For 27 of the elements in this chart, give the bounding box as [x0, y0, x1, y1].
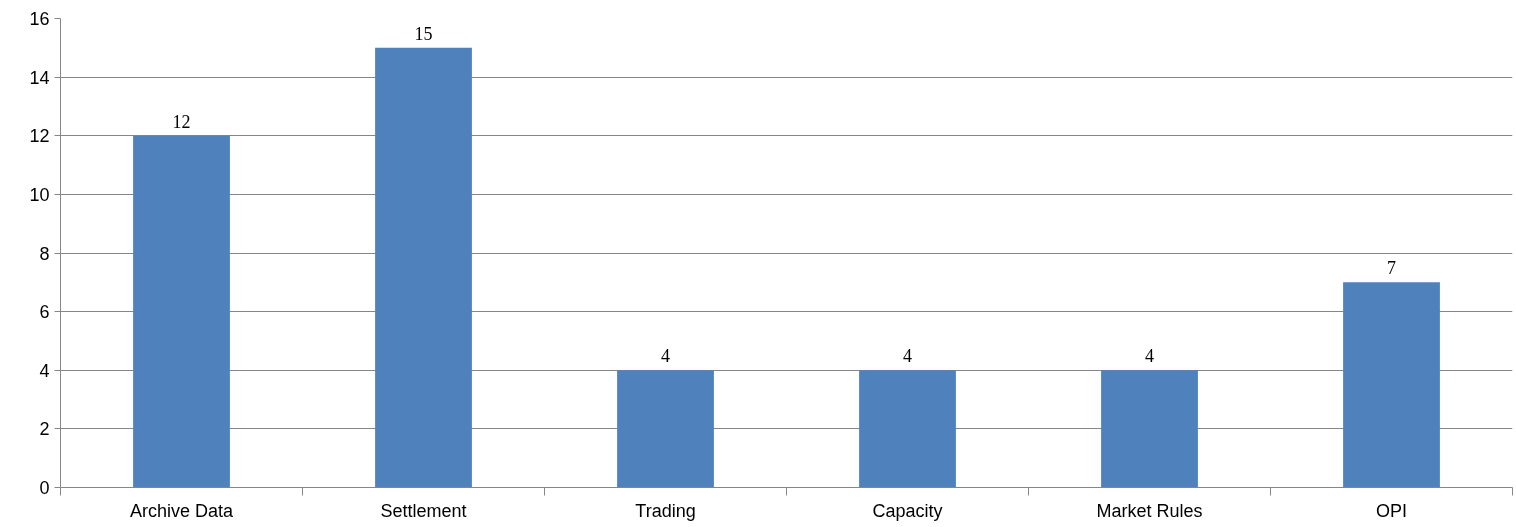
- data-label: 7: [1387, 258, 1396, 279]
- data-label: 4: [1145, 346, 1154, 367]
- y-tick-label: 14: [29, 67, 50, 88]
- y-tick-label: 6: [39, 302, 50, 323]
- y-tick-label: 2: [39, 419, 50, 440]
- bar: [859, 370, 956, 488]
- bar: [133, 135, 230, 488]
- y-tick-label: 0: [39, 478, 50, 498]
- bar: [617, 370, 714, 488]
- x-tick-label: OPI: [1376, 500, 1408, 521]
- data-label: 12: [172, 111, 191, 132]
- x-tick-label: Trading: [635, 500, 696, 521]
- x-tick-label: Market Rules: [1096, 500, 1203, 521]
- x-tick-label: Archive Data: [129, 500, 235, 521]
- y-tick-label: 10: [29, 184, 50, 205]
- data-label: 4: [661, 346, 670, 367]
- y-tick-label: 4: [39, 360, 50, 381]
- bar: [1343, 282, 1440, 488]
- y-tick-label: 16: [29, 9, 50, 29]
- data-label: 15: [414, 23, 433, 44]
- data-label: 4: [903, 346, 912, 367]
- x-tick-label: Capacity: [872, 500, 943, 521]
- y-tick-label: 12: [29, 126, 50, 147]
- bar: [1101, 370, 1198, 488]
- y-tick-label: 8: [39, 243, 50, 264]
- x-tick-label: Settlement: [380, 500, 467, 521]
- bar: [375, 47, 472, 488]
